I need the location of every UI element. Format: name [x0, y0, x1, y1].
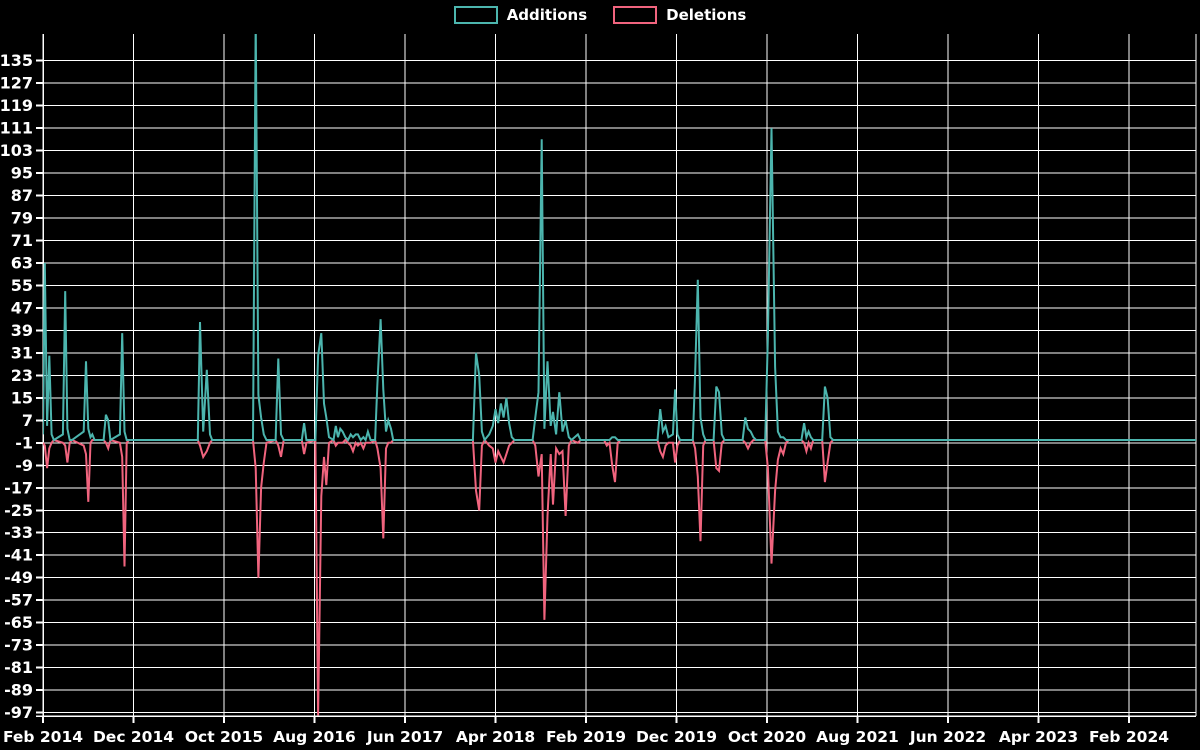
y-tick-label: -9: [15, 456, 33, 475]
legend-label-deletions: Deletions: [666, 6, 747, 24]
x-tick-label: Dec 2019: [636, 728, 717, 746]
y-tick-label: 119: [0, 96, 33, 115]
y-tick-label: 111: [0, 119, 33, 138]
y-tick-label: 135: [0, 51, 33, 70]
y-tick-label: 23: [11, 366, 33, 385]
y-tick-label: -97: [4, 703, 33, 722]
y-tick-label: -73: [4, 636, 33, 655]
y-tick-label: 79: [11, 209, 33, 228]
y-tick-label: 15: [11, 388, 33, 407]
x-tick-label: Feb 2024: [1089, 728, 1169, 746]
legend-item-deletions[interactable]: Deletions: [613, 6, 746, 24]
y-tick-label: -49: [4, 568, 33, 587]
y-tick-label: -41: [4, 546, 33, 565]
x-tick-label: Apr 2018: [456, 728, 535, 746]
x-tick-label: Dec 2014: [93, 728, 174, 746]
x-tick-label: Feb 2014: [3, 728, 83, 746]
x-tick-label: Oct 2015: [185, 728, 263, 746]
y-tick-label: -89: [4, 681, 33, 700]
y-tick-label: 103: [0, 141, 33, 160]
x-tick-label: Jun 2017: [366, 728, 443, 746]
legend-label-additions: Additions: [506, 6, 588, 24]
y-tick-label: 31: [11, 343, 33, 362]
chart-legend: Additions Deletions: [0, 6, 1200, 24]
y-tick-label: 47: [11, 298, 33, 317]
y-tick-label: -33: [4, 523, 33, 542]
x-tick-label: Apr 2023: [999, 728, 1078, 746]
y-tick-label: -25: [4, 501, 33, 520]
y-tick-label: -1: [15, 433, 33, 452]
y-tick-label: -57: [4, 591, 33, 610]
y-tick-label: 95: [11, 164, 33, 183]
x-tick-label: Oct 2020: [728, 728, 807, 746]
deletions-swatch-icon: [613, 6, 658, 24]
y-tick-label: -65: [4, 613, 33, 632]
y-tick-label: 87: [11, 186, 33, 205]
y-tick-label: 39: [11, 321, 33, 340]
additions-swatch-icon: [453, 6, 498, 24]
y-tick-label: 63: [11, 253, 33, 272]
y-tick-label: 7: [22, 411, 33, 430]
x-tick-label: Feb 2019: [546, 728, 626, 746]
y-tick-label: -81: [4, 658, 33, 677]
additions-series-line: [43, 34, 1196, 443]
y-tick-label: 55: [11, 276, 33, 295]
y-tick-label: 127: [0, 74, 33, 93]
y-tick-label: 71: [11, 231, 33, 250]
x-tick-label: Aug 2021: [816, 728, 899, 746]
y-tick-label: -17: [4, 478, 33, 497]
legend-item-additions[interactable]: Additions: [453, 6, 588, 24]
x-tick-label: Aug 2016: [273, 728, 356, 746]
x-tick-label: Jun 2022: [909, 728, 986, 746]
